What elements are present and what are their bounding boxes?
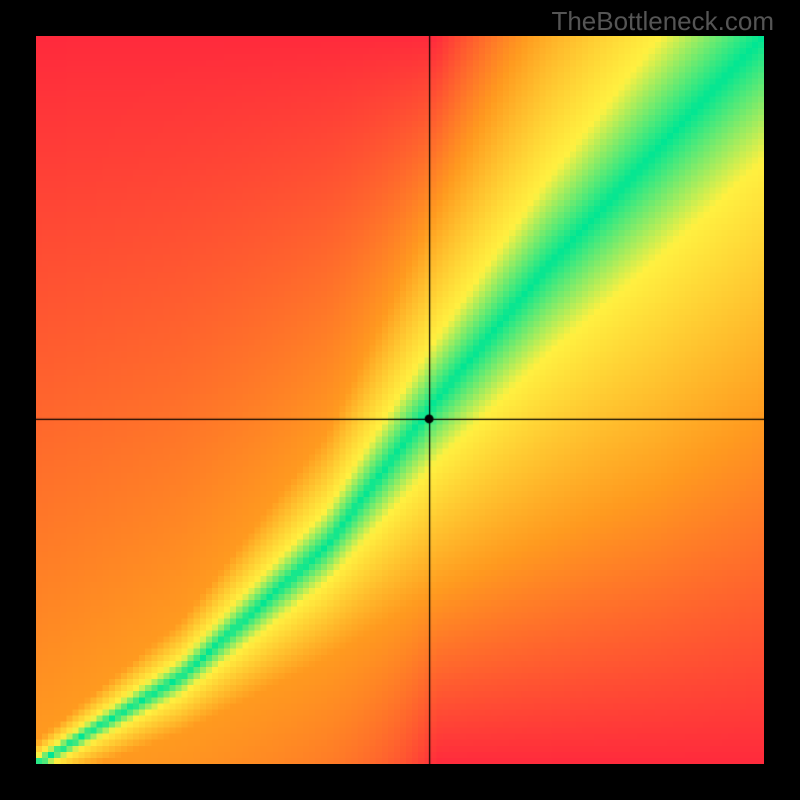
figure-container: TheBottleneck.com: [0, 0, 800, 800]
bottleneck-heatmap: [36, 36, 764, 764]
watermark-text: TheBottleneck.com: [551, 6, 774, 37]
